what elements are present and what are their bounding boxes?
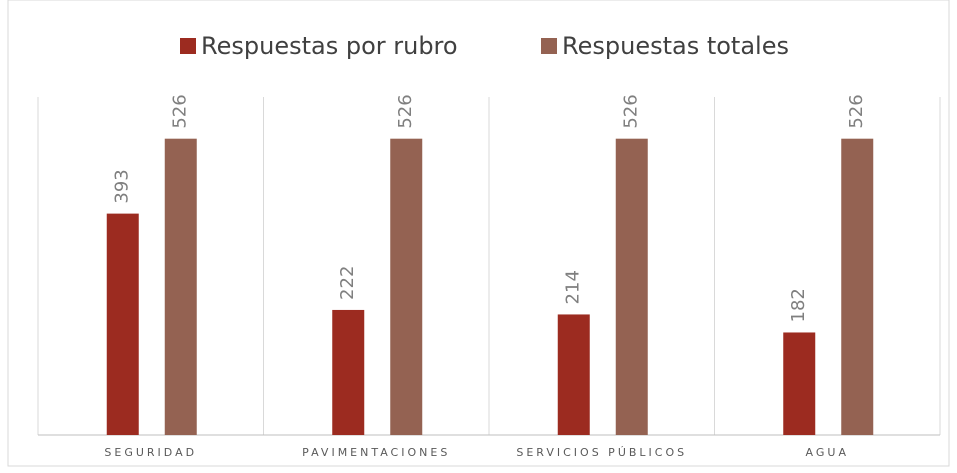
value-label: 214 xyxy=(563,270,584,304)
legend-label: Respuestas totales xyxy=(562,32,789,60)
x-tick-label: AGUA xyxy=(806,446,849,459)
x-tick-label: SEGURIDAD xyxy=(104,446,197,459)
bar xyxy=(557,314,590,435)
value-label: 526 xyxy=(621,94,642,128)
value-label: 222 xyxy=(337,266,358,300)
bar xyxy=(841,138,874,436)
value-label: 393 xyxy=(112,169,133,203)
value-label: 526 xyxy=(170,94,191,128)
bar xyxy=(615,138,648,436)
bar xyxy=(332,309,365,435)
x-tick-label: PAVIMENTACIONES xyxy=(302,446,450,459)
bar xyxy=(390,138,423,436)
legend-label: Respuestas por rubro xyxy=(201,32,458,60)
bar xyxy=(106,213,139,435)
x-tick-label: SERVICIOS PÚBLICOS xyxy=(516,446,687,459)
bar xyxy=(164,138,197,436)
value-label: 182 xyxy=(788,288,809,322)
value-label: 526 xyxy=(846,94,867,128)
bar xyxy=(783,332,816,435)
value-label: 526 xyxy=(395,94,416,128)
legend-swatch xyxy=(541,38,557,54)
legend-swatch xyxy=(180,38,196,54)
